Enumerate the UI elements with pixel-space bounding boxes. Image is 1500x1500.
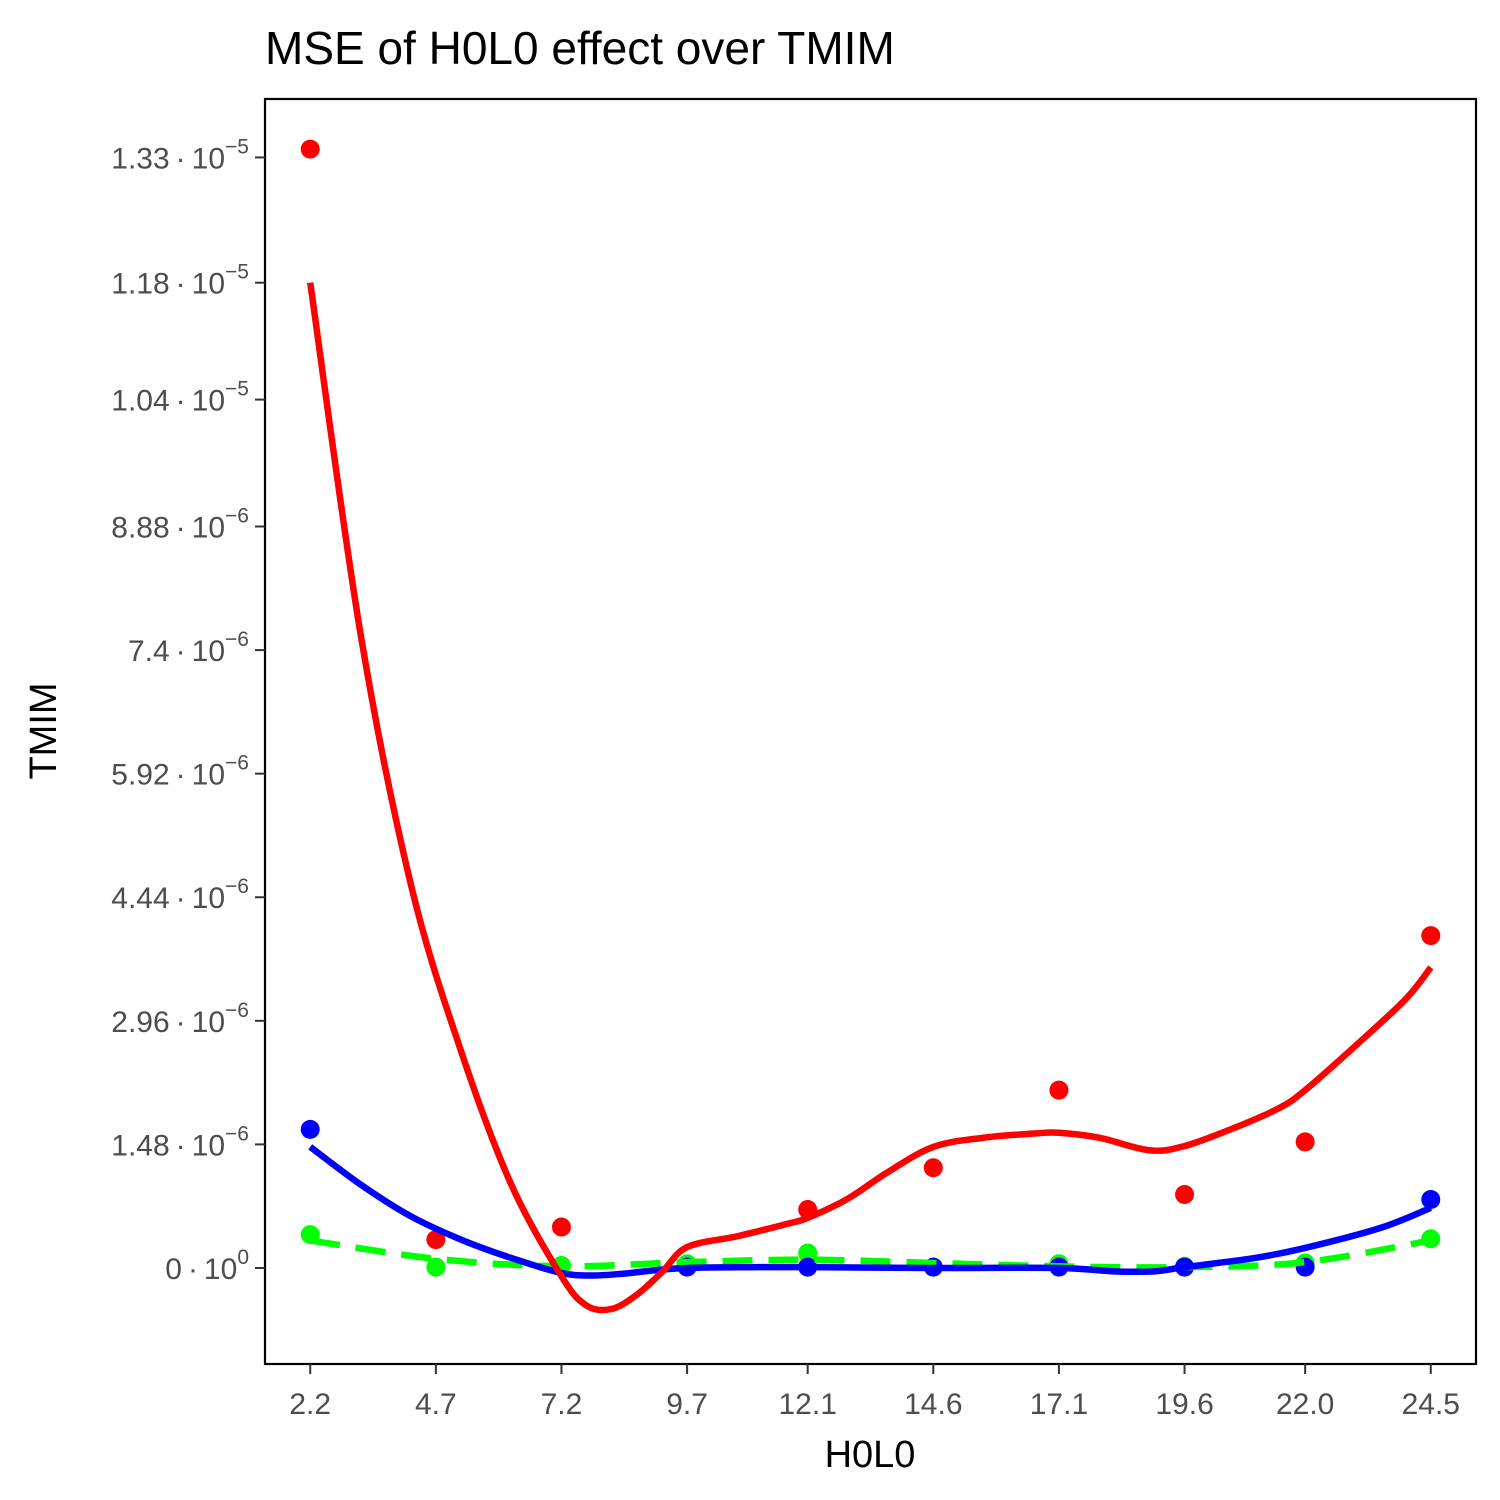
y-tick-label: 0 · 100 (165, 1246, 249, 1286)
data-point (551, 1217, 571, 1237)
x-tick-label: 22.0 (1276, 1388, 1334, 1421)
y-tick-label: 8.88 · 10−6 (111, 505, 249, 545)
x-tick-label: 19.6 (1155, 1388, 1213, 1421)
x-tick-label: 4.7 (415, 1388, 457, 1421)
x-axis-title: H0L0 (825, 1434, 916, 1476)
x-tick-label: 7.2 (541, 1388, 583, 1421)
y-tick-label: 5.92 · 10−6 (111, 752, 249, 792)
y-axis-title: TMIM (23, 682, 65, 779)
y-axis: 1.33 · 10−5 1.18 · 10−5 1.04 · 10−5 8.88 · … (111, 135, 265, 1286)
x-tick-label: 12.1 (778, 1388, 836, 1421)
data-point (1175, 1185, 1195, 1204)
y-tick-label: 4.44 · 10−6 (111, 875, 249, 915)
trend-line (308, 1144, 1433, 1279)
data-point (1421, 926, 1441, 946)
data-point (426, 1230, 446, 1250)
x-tick-label: 24.5 (1402, 1388, 1460, 1421)
data-point (1049, 1080, 1069, 1100)
y-tick-label: 1.04 · 10−5 (111, 378, 249, 418)
data-point (798, 1243, 818, 1263)
data-point (1421, 1190, 1441, 1210)
x-tick-label: 9.7 (666, 1388, 708, 1421)
data-point (300, 1119, 320, 1139)
data-point (1295, 1132, 1315, 1152)
y-tick-label: 2.96 · 10−6 (111, 999, 249, 1039)
y-tick-label: 1.18 · 10−5 (111, 261, 249, 301)
data-point (923, 1158, 943, 1178)
chart-title: MSE of H0L0 effect over TMIM (265, 22, 895, 74)
trend-line (309, 1237, 1432, 1271)
x-tick-label: 17.1 (1030, 1388, 1088, 1421)
plot-panel-border (263, 97, 1478, 1366)
trend-line (307, 282, 1434, 1314)
plot-area (300, 139, 1441, 1314)
x-axis: 2.2 4.7 7.2 9.7 12.1 14.6 17.1 19.6 22.0 24.5 (289, 1364, 1460, 1421)
x-tick-label: 2.2 (289, 1388, 331, 1421)
data-point (426, 1257, 446, 1277)
y-tick-label: 1.48 · 10−6 (111, 1122, 249, 1162)
y-tick-label: 7.4 · 10−6 (128, 628, 249, 668)
data-point (300, 139, 320, 159)
y-tick-label: 1.33 · 10−5 (111, 135, 249, 175)
x-tick-label: 14.6 (904, 1388, 962, 1421)
